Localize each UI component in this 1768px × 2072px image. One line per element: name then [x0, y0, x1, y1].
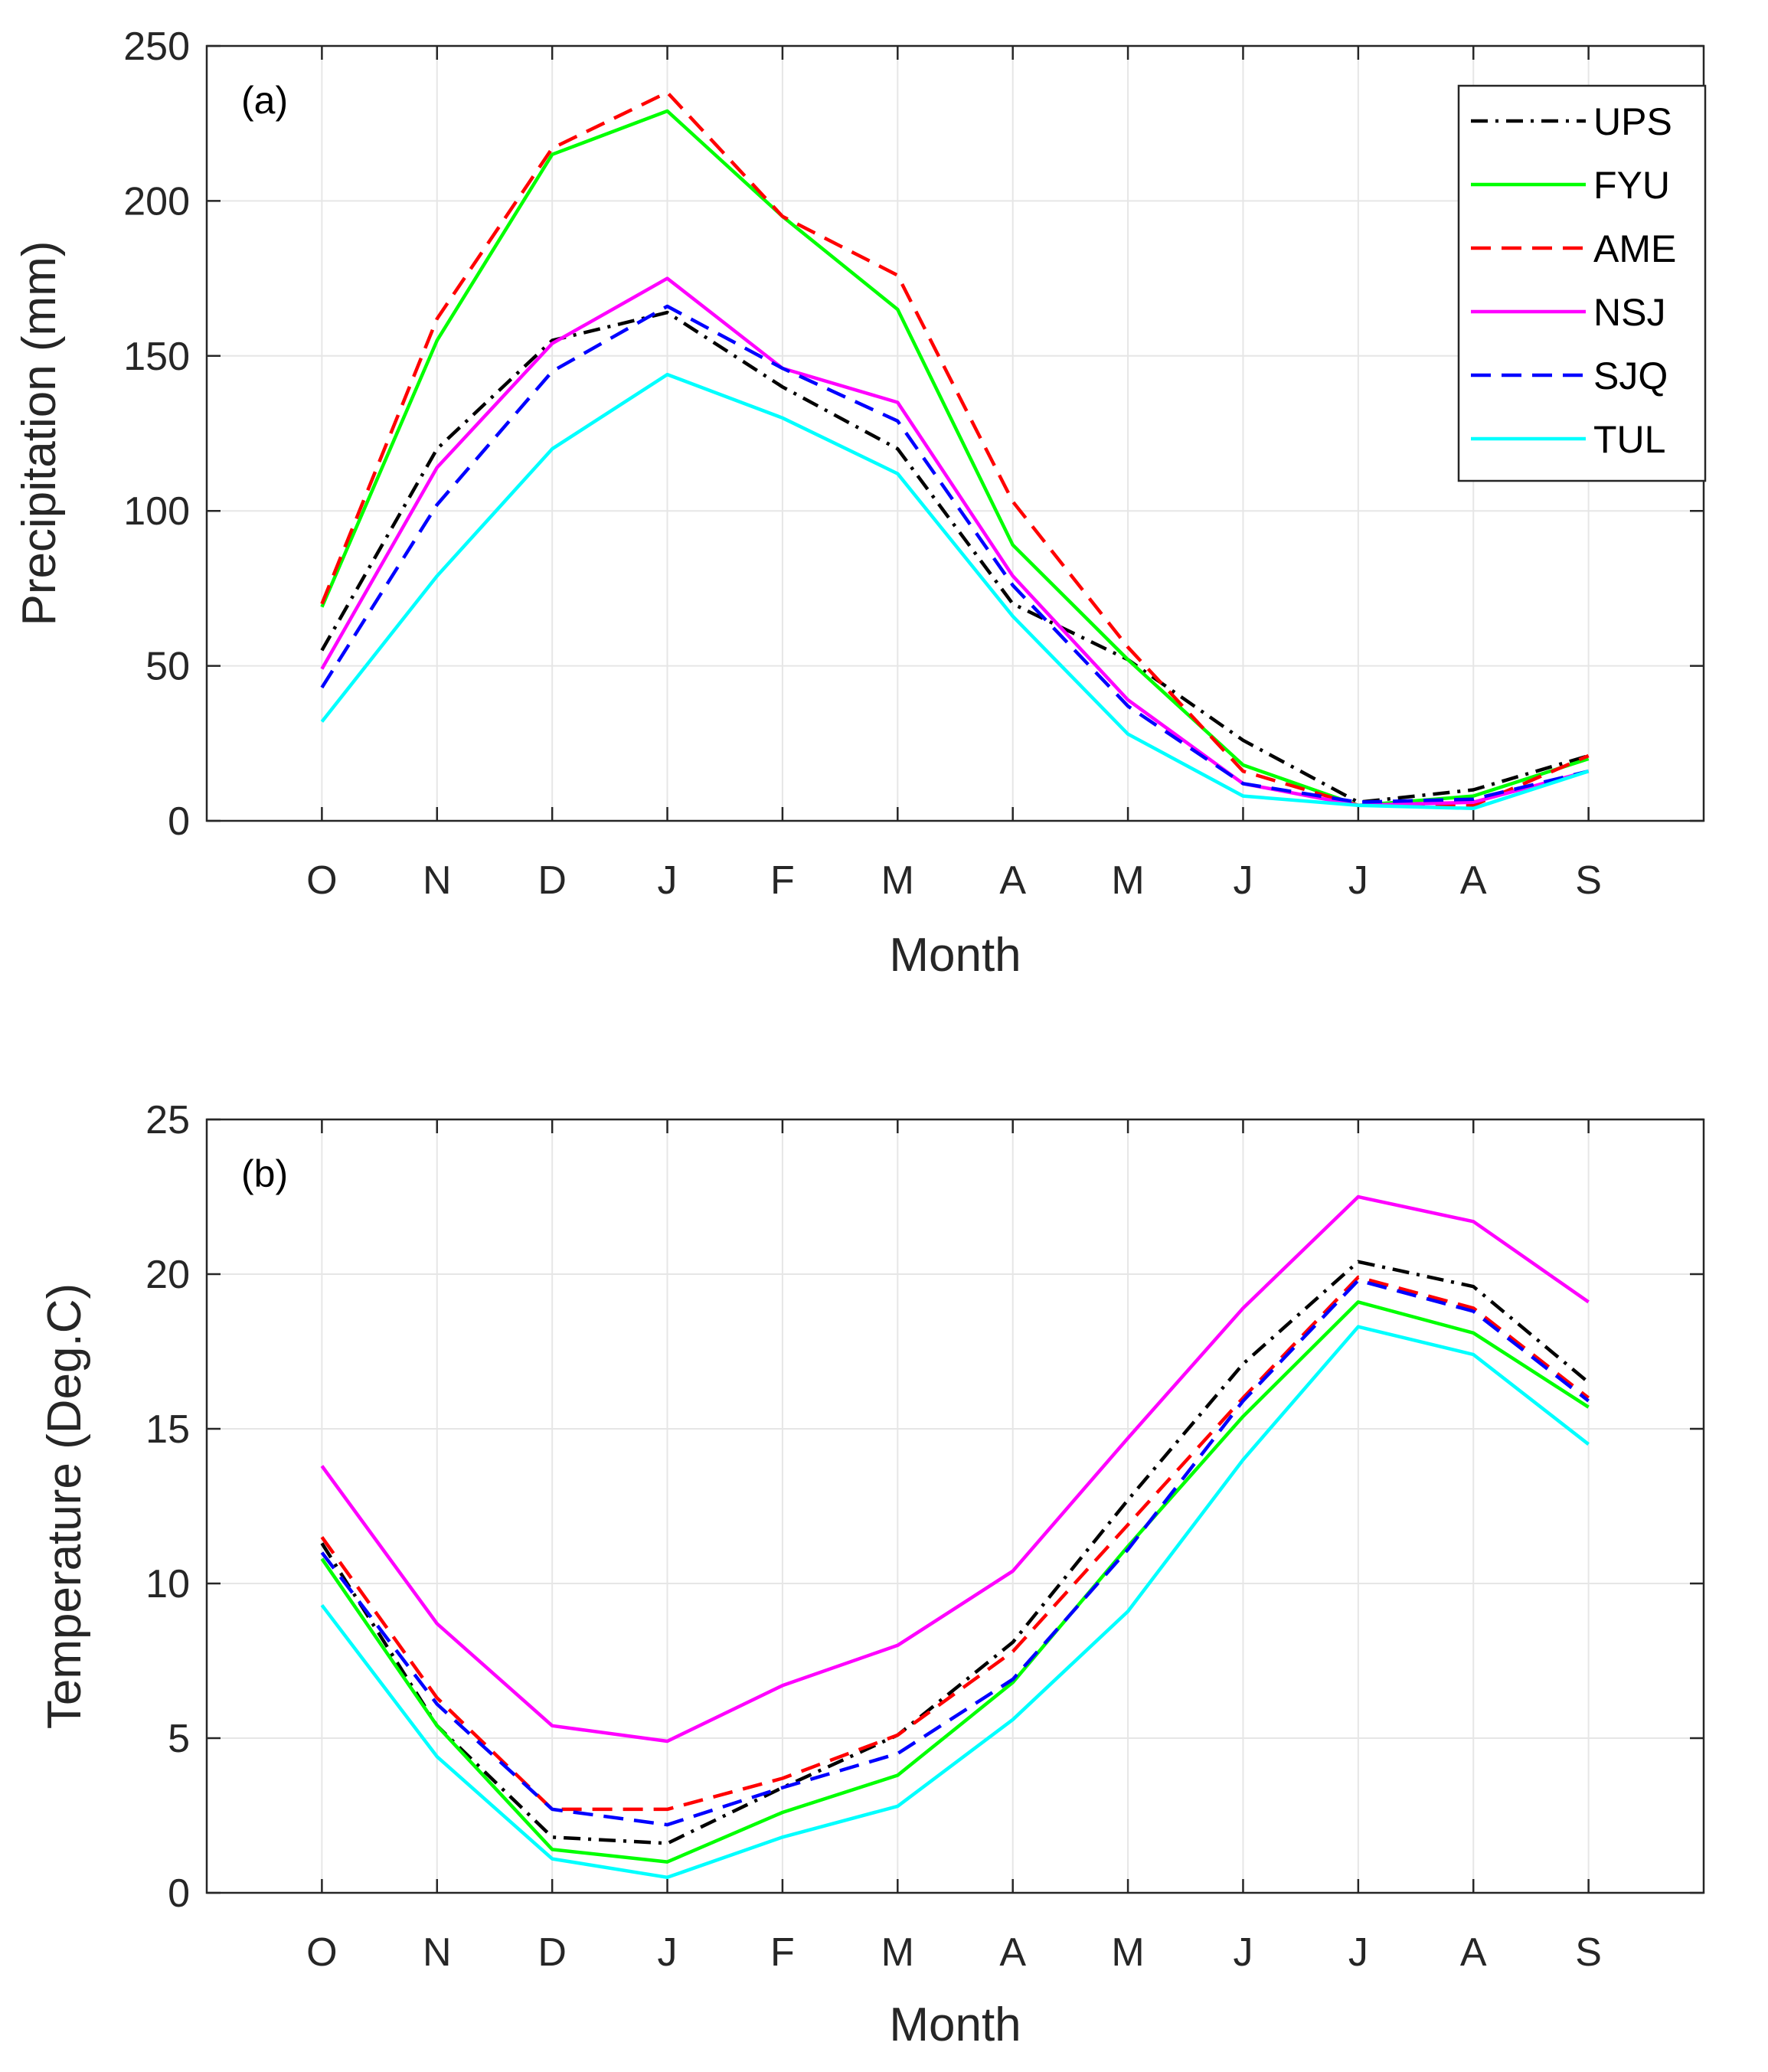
legend-label-sjq: SJQ: [1593, 355, 1668, 397]
legend-box: [1457, 84, 1707, 482]
x-tick-label: J: [658, 858, 678, 903]
x-tick-label: J: [658, 1930, 678, 1975]
y-axis-title: Precipitation (mm): [13, 241, 66, 626]
x-tick-label: M: [881, 1930, 914, 1975]
y-tick-label: 50: [145, 645, 190, 689]
axes-frame: [205, 1118, 1705, 1894]
series-line-fyu: [320, 109, 1590, 808]
x-tick-label: D: [538, 1930, 567, 1975]
x-tick-label: O: [306, 1930, 337, 1975]
legend: UPS FYU AME NSJ SJQ TUL: [1457, 84, 1707, 482]
legend-label-nsj: NSJ: [1593, 291, 1665, 334]
series-line-sjq: [320, 1278, 1590, 1827]
x-tick-label: M: [1111, 1930, 1144, 1975]
y-tick-label: 100: [123, 489, 190, 534]
y-tick-label: 10: [145, 1562, 190, 1606]
series-line-nsj: [320, 276, 1590, 808]
x-tick-label: O: [306, 858, 337, 903]
y-axis-title: Temperature (Deg.C): [38, 1283, 91, 1729]
x-tick-label: A: [1460, 858, 1487, 903]
series-line-tul: [320, 372, 1590, 811]
x-tick-label: J: [1348, 858, 1368, 903]
series-line-ame: [320, 90, 1590, 808]
x-tick-label: M: [1111, 858, 1144, 903]
legend-label-ame: AME: [1593, 227, 1676, 270]
legend-label-tul: TUL: [1593, 418, 1665, 461]
legend-label-fyu: FYU: [1593, 164, 1670, 207]
y-tick-label: 5: [168, 1717, 190, 1761]
y-tick-label: 15: [145, 1407, 190, 1452]
legend-label-ups: UPS: [1593, 100, 1672, 143]
x-axis-title: Month: [889, 929, 1021, 982]
y-tick-label: 0: [168, 1871, 190, 1916]
series-line-tul: [320, 1325, 1590, 1880]
panel-label: (a): [241, 79, 288, 122]
series-line-fyu: [320, 1300, 1590, 1864]
chart-panel-a: O N D J F M A M J J A S 0 50 100 150 200 250 Month Precipit…: [13, 25, 1707, 982]
x-tick-label: J: [1233, 858, 1253, 903]
x-tick-label: A: [999, 1930, 1026, 1975]
x-tick-label: N: [423, 858, 452, 903]
series-line-ups: [320, 1260, 1590, 1845]
x-tick-label: S: [1575, 858, 1602, 903]
y-tick-label: 250: [123, 25, 190, 69]
x-tick-label: A: [999, 858, 1026, 903]
series-line-ame: [320, 1275, 1590, 1812]
x-tick-label: M: [881, 858, 914, 903]
x-tick-label: F: [770, 1930, 795, 1975]
x-tick-label: J: [1233, 1930, 1253, 1975]
y-tick-label: 150: [123, 335, 190, 379]
x-tick-label: D: [538, 858, 567, 903]
x-tick-label: N: [423, 1930, 452, 1975]
x-axis-title: Month: [889, 1998, 1021, 2051]
y-tick-label: 0: [168, 799, 190, 844]
y-tick-label: 200: [123, 179, 190, 224]
series-line-sjq: [320, 304, 1590, 804]
series-line-nsj: [320, 1195, 1590, 1744]
y-tick-label: 25: [145, 1098, 190, 1142]
x-tick-label: J: [1348, 1930, 1368, 1975]
panel-label: (b): [241, 1152, 288, 1195]
y-tick-label: 20: [145, 1253, 190, 1297]
x-tick-label: S: [1575, 1930, 1602, 1975]
x-tick-label: A: [1460, 1930, 1487, 1975]
chart-panel-b: O N D J F M A M J J A S 0 5 10 15 20 25 Month Temperature (…: [38, 1098, 1705, 2051]
x-tick-label: F: [770, 858, 795, 903]
